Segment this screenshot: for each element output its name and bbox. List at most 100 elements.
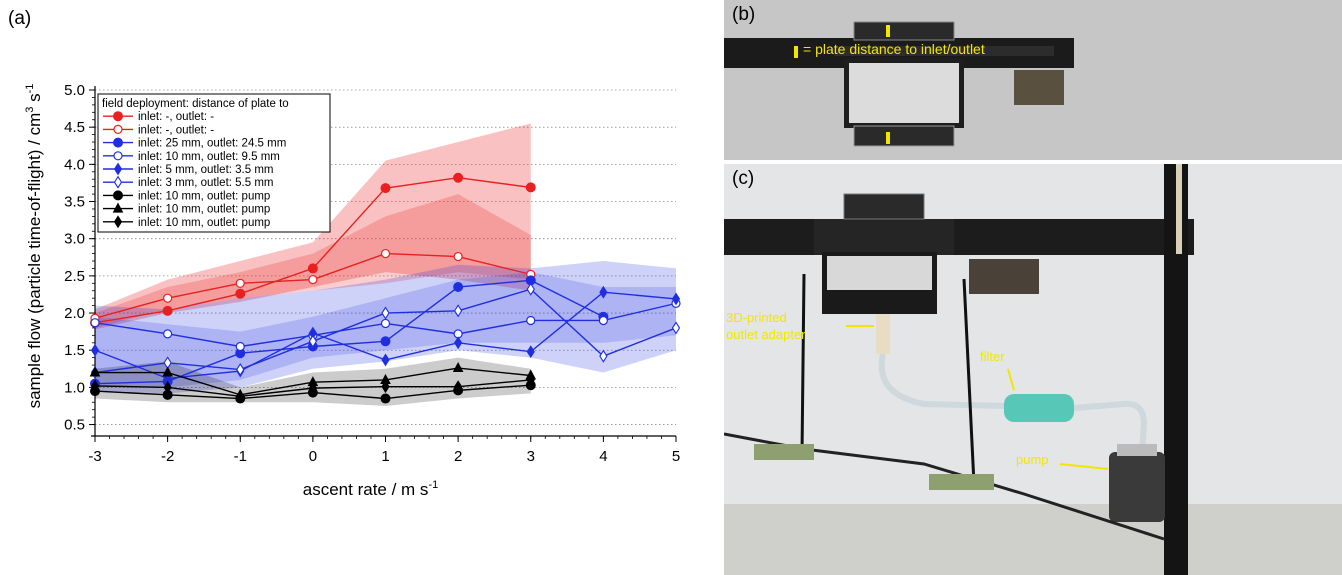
data-point [453,282,464,293]
data-point [308,334,318,348]
data-point [526,315,536,326]
data-point [598,315,608,326]
x-axis-label: ascent rate / m s-1 [303,479,438,499]
legend-swatch-marker [113,137,123,148]
data-point [236,389,245,403]
data-point [454,336,463,350]
legend-label: inlet: 10 mm, outlet: pump [138,204,270,216]
photo-c-illustration [724,164,1342,575]
x-tick-label: -1 [234,448,247,465]
data-point [89,366,101,377]
sensor-label-sticker [827,256,932,290]
x-axis-label-sup: -1 [428,479,438,491]
filter [1004,394,1074,422]
legend-swatch-marker [112,202,124,213]
data-point [163,293,173,303]
uncertainty-band [95,272,676,388]
outlet-adapter-annotation-line2: outlet adapter [726,327,806,342]
data-point [162,305,173,316]
data-point [454,380,463,394]
legend-marker [794,46,798,58]
outlet-mount [853,125,955,147]
uncertainty-band [95,194,531,328]
y-tick-label: 0.5 [64,417,85,434]
y-tick-label: 4.0 [64,156,85,173]
data-point [90,318,100,328]
pump-annotation: pump [1016,452,1049,467]
legend-title: field deployment: distance of plate to [102,98,289,110]
panel-label-c: (c) [732,168,755,189]
data-point [380,336,391,347]
inlet-mount [853,21,955,41]
y-axis-label: sample flow (particle time-of-flight) / … [24,84,44,409]
data-point [526,345,535,359]
legend-swatch-marker [113,151,123,161]
legend-label: inlet: -, outlet: - [138,124,214,136]
data-point [236,363,245,377]
tubing [878,353,1005,409]
y-tick-label: 2.0 [64,305,85,322]
y-tick-label: 1.5 [64,342,85,359]
inlet-distance-marker [886,25,890,37]
data-point [307,263,318,274]
data-point [671,292,681,306]
x-tick-label: 5 [672,448,680,465]
inlet-mount [843,193,925,220]
x-tick-label: 1 [381,448,389,465]
data-point [380,393,391,404]
y-tick-label: 3.0 [64,231,85,248]
data-point [453,251,463,262]
legend-label: inlet: 3 mm, outlet: 5.5 mm [138,177,274,189]
sensor-label-sticker [849,63,959,123]
drone-arm [724,219,1194,255]
y-tick-label: 5.0 [64,82,85,99]
data-point [453,172,464,183]
y-axis-label-unit: s [25,93,44,106]
data-point [380,183,391,194]
data-point [526,373,535,387]
legend-swatch-marker [113,215,123,229]
plate-distance-annotation: = plate distance to inlet/outlet [803,41,985,57]
data-point [380,248,391,259]
panel-label-a: (a) [8,8,32,29]
data-point [599,285,608,299]
legend-swatch-marker [113,162,123,176]
y-tick-label: 1.0 [64,379,85,396]
data-point [380,318,391,329]
y-tick-label: 4.5 [64,119,85,136]
panel-label-b: (b) [732,4,756,25]
filter-annotation: filter [980,349,1005,364]
legend-box [97,93,331,233]
legend-label: inlet: 5 mm, outlet: 3.5 mm [138,164,274,176]
x-tick-label: -2 [161,448,174,465]
data-point [163,329,173,339]
data-point [235,341,245,352]
legend-swatch-marker [113,190,123,201]
photo-b-illustration [724,0,1342,160]
outlet-adapter [876,314,890,354]
legend-swatch-marker [113,124,123,134]
legend-label: inlet: -, outlet: - [138,111,214,123]
data-point [671,321,681,335]
x-tick-label: -3 [88,448,101,465]
data-point [381,380,390,394]
data-point [599,349,608,363]
legend-swatch-marker [113,175,123,189]
photo-drone-top-view: (b) = plate distance to inlet/outlet [724,0,1342,160]
pump [1109,452,1165,522]
sensor-strip [754,444,814,460]
y-tick-label: 3.5 [64,194,85,211]
x-tick-label: 4 [599,448,607,465]
data-point [453,304,463,318]
data-point [525,182,536,193]
electronics-board [969,259,1039,294]
y-tick-label: 2.5 [64,268,85,285]
y-axis-label-sup: -1 [24,84,36,94]
legend-label: inlet: 10 mm, outlet: pump [138,190,270,202]
data-point [90,379,100,393]
data-point [235,288,246,299]
photo-drone-setup: (c) 3D-printed outlet adapter filter pum… [724,164,1342,575]
data-point [308,381,317,395]
legend-label: inlet: 25 mm, outlet: 24.5 mm [138,138,286,150]
chart-panel: 0.5 1.0 1.5 2.0 2.5 3.0 3.5 4.0 4.5 5.0 -3 -2 -1 0 1 2 3… [24,82,681,499]
